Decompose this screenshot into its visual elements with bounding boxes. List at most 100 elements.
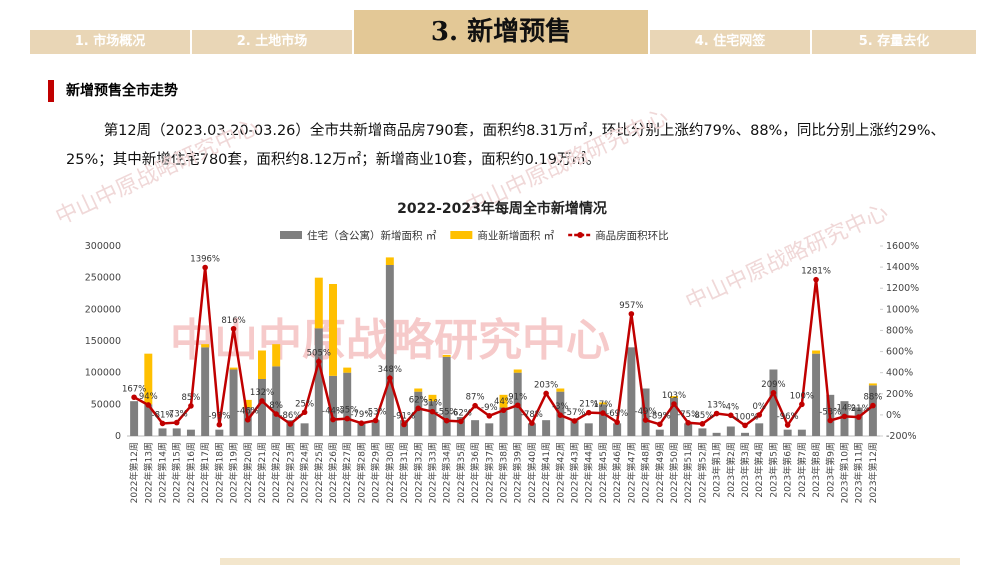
x-tick-label: 2023年第8周 <box>810 442 822 498</box>
marker <box>273 411 279 417</box>
legend-label: 商品房面积环比 <box>595 229 669 242</box>
data-label: -89% <box>649 411 671 421</box>
marker <box>855 414 862 420</box>
x-tick-label: 2022年第48周 <box>640 442 652 503</box>
marker <box>500 407 507 414</box>
legend-swatch <box>450 231 473 239</box>
chart-title: 2022-2023年每周全市新增情况 <box>397 200 607 217</box>
tab[interactable]: 5. 存量去化 <box>812 30 976 54</box>
data-label: 8% <box>269 401 283 411</box>
marker <box>870 402 876 409</box>
marker <box>287 421 294 427</box>
bar <box>499 394 508 408</box>
bar <box>868 385 877 436</box>
x-tick-label: 2022年第43周 <box>569 442 581 503</box>
data-label: -9% <box>481 403 498 413</box>
x-tick-label: 2022年第44周 <box>583 442 595 503</box>
x-tick-label: 2022年第47周 <box>625 442 637 503</box>
tab[interactable]: 2. 土地市场 <box>192 30 352 54</box>
marker <box>628 311 635 317</box>
x-tick-label: 2022年第49周 <box>654 442 666 503</box>
marker <box>571 418 578 424</box>
marker <box>699 421 706 427</box>
data-label: -46% <box>237 407 259 417</box>
bar <box>329 375 337 436</box>
bar <box>755 423 764 436</box>
data-label: -93% <box>208 412 230 422</box>
x-tick-label: 2022年第31周 <box>398 442 410 503</box>
x-tick-label: 2022年第39周 <box>512 442 524 503</box>
bar <box>385 257 394 265</box>
marker <box>600 410 606 416</box>
bar <box>598 402 607 405</box>
data-label: -3% <box>552 402 569 412</box>
data-label: -57% <box>564 408 586 418</box>
y-tick-label: 50000 <box>91 399 121 410</box>
data-label: -21% <box>848 404 870 414</box>
marker <box>244 416 251 423</box>
bar <box>130 401 139 436</box>
y-tick-label: 250000 <box>85 273 121 284</box>
x-tick-label: 2022年第52周 <box>696 442 708 503</box>
bar <box>783 429 792 436</box>
data-label: 0% <box>752 402 766 412</box>
tab-active[interactable]: 3. 新增预售 <box>354 10 648 54</box>
bar <box>201 347 210 436</box>
bar <box>229 369 238 436</box>
marker <box>529 420 535 426</box>
data-label: 1396% <box>190 255 220 265</box>
marker <box>671 401 677 407</box>
marker <box>358 420 365 427</box>
marker <box>642 417 649 423</box>
marker <box>216 421 223 428</box>
data-label: -53% <box>365 407 387 417</box>
tab[interactable]: 1. 市场概况 <box>30 30 190 54</box>
bar <box>286 420 295 436</box>
x-tick-label: 2022年第29周 <box>370 442 382 503</box>
x-tick-label: 2023年第10周 <box>838 442 850 503</box>
bar <box>329 284 337 376</box>
tab[interactable]: 4. 住宅网签 <box>650 30 810 54</box>
x-tick-label: 2022年第35周 <box>455 442 467 503</box>
marker <box>614 419 620 425</box>
bar <box>556 388 565 392</box>
marker <box>742 422 748 429</box>
bar <box>598 404 607 436</box>
marker <box>543 390 549 397</box>
y-tick-label: 200000 <box>85 304 121 315</box>
data-label: 21% <box>579 400 598 410</box>
bar <box>371 420 380 436</box>
y2-tick-label: 600% <box>886 347 913 358</box>
marker <box>387 375 393 381</box>
data-label: 505% <box>307 349 331 359</box>
bar <box>272 366 281 436</box>
x-tick-label: 2022年第15周 <box>171 442 183 503</box>
data-label: -75% <box>677 410 699 420</box>
x-tick-label: 2023年第2周 <box>725 442 737 498</box>
bar <box>400 420 409 436</box>
x-tick-label: 2023年第3周 <box>739 442 751 498</box>
marker <box>486 413 493 419</box>
bar <box>613 423 622 436</box>
x-tick-label: 2022年第30周 <box>384 442 396 503</box>
bar <box>584 423 593 436</box>
data-label: 44% <box>494 397 513 407</box>
x-tick-label: 2022年第50周 <box>668 442 680 503</box>
legend-label: 住宅（含公寓）新增面积 ㎡ <box>307 229 437 242</box>
marker <box>685 420 691 426</box>
x-tick-label: 2023年第7周 <box>796 442 808 498</box>
bar <box>428 394 437 402</box>
x-tick-label: 2023年第4周 <box>753 442 765 498</box>
bar <box>854 407 863 436</box>
x-tick-label: 2022年第22周 <box>270 442 282 503</box>
bar <box>300 423 309 436</box>
bar <box>357 423 366 436</box>
legend-swatch <box>577 232 584 238</box>
bar <box>797 429 806 436</box>
y2-tick-label: 400% <box>886 368 913 379</box>
data-label: 167% <box>122 384 146 394</box>
data-label: -69% <box>606 409 628 419</box>
x-tick-label: 2022年第17周 <box>199 442 211 503</box>
marker <box>728 412 734 419</box>
x-tick-label: 2022年第46周 <box>611 442 623 503</box>
